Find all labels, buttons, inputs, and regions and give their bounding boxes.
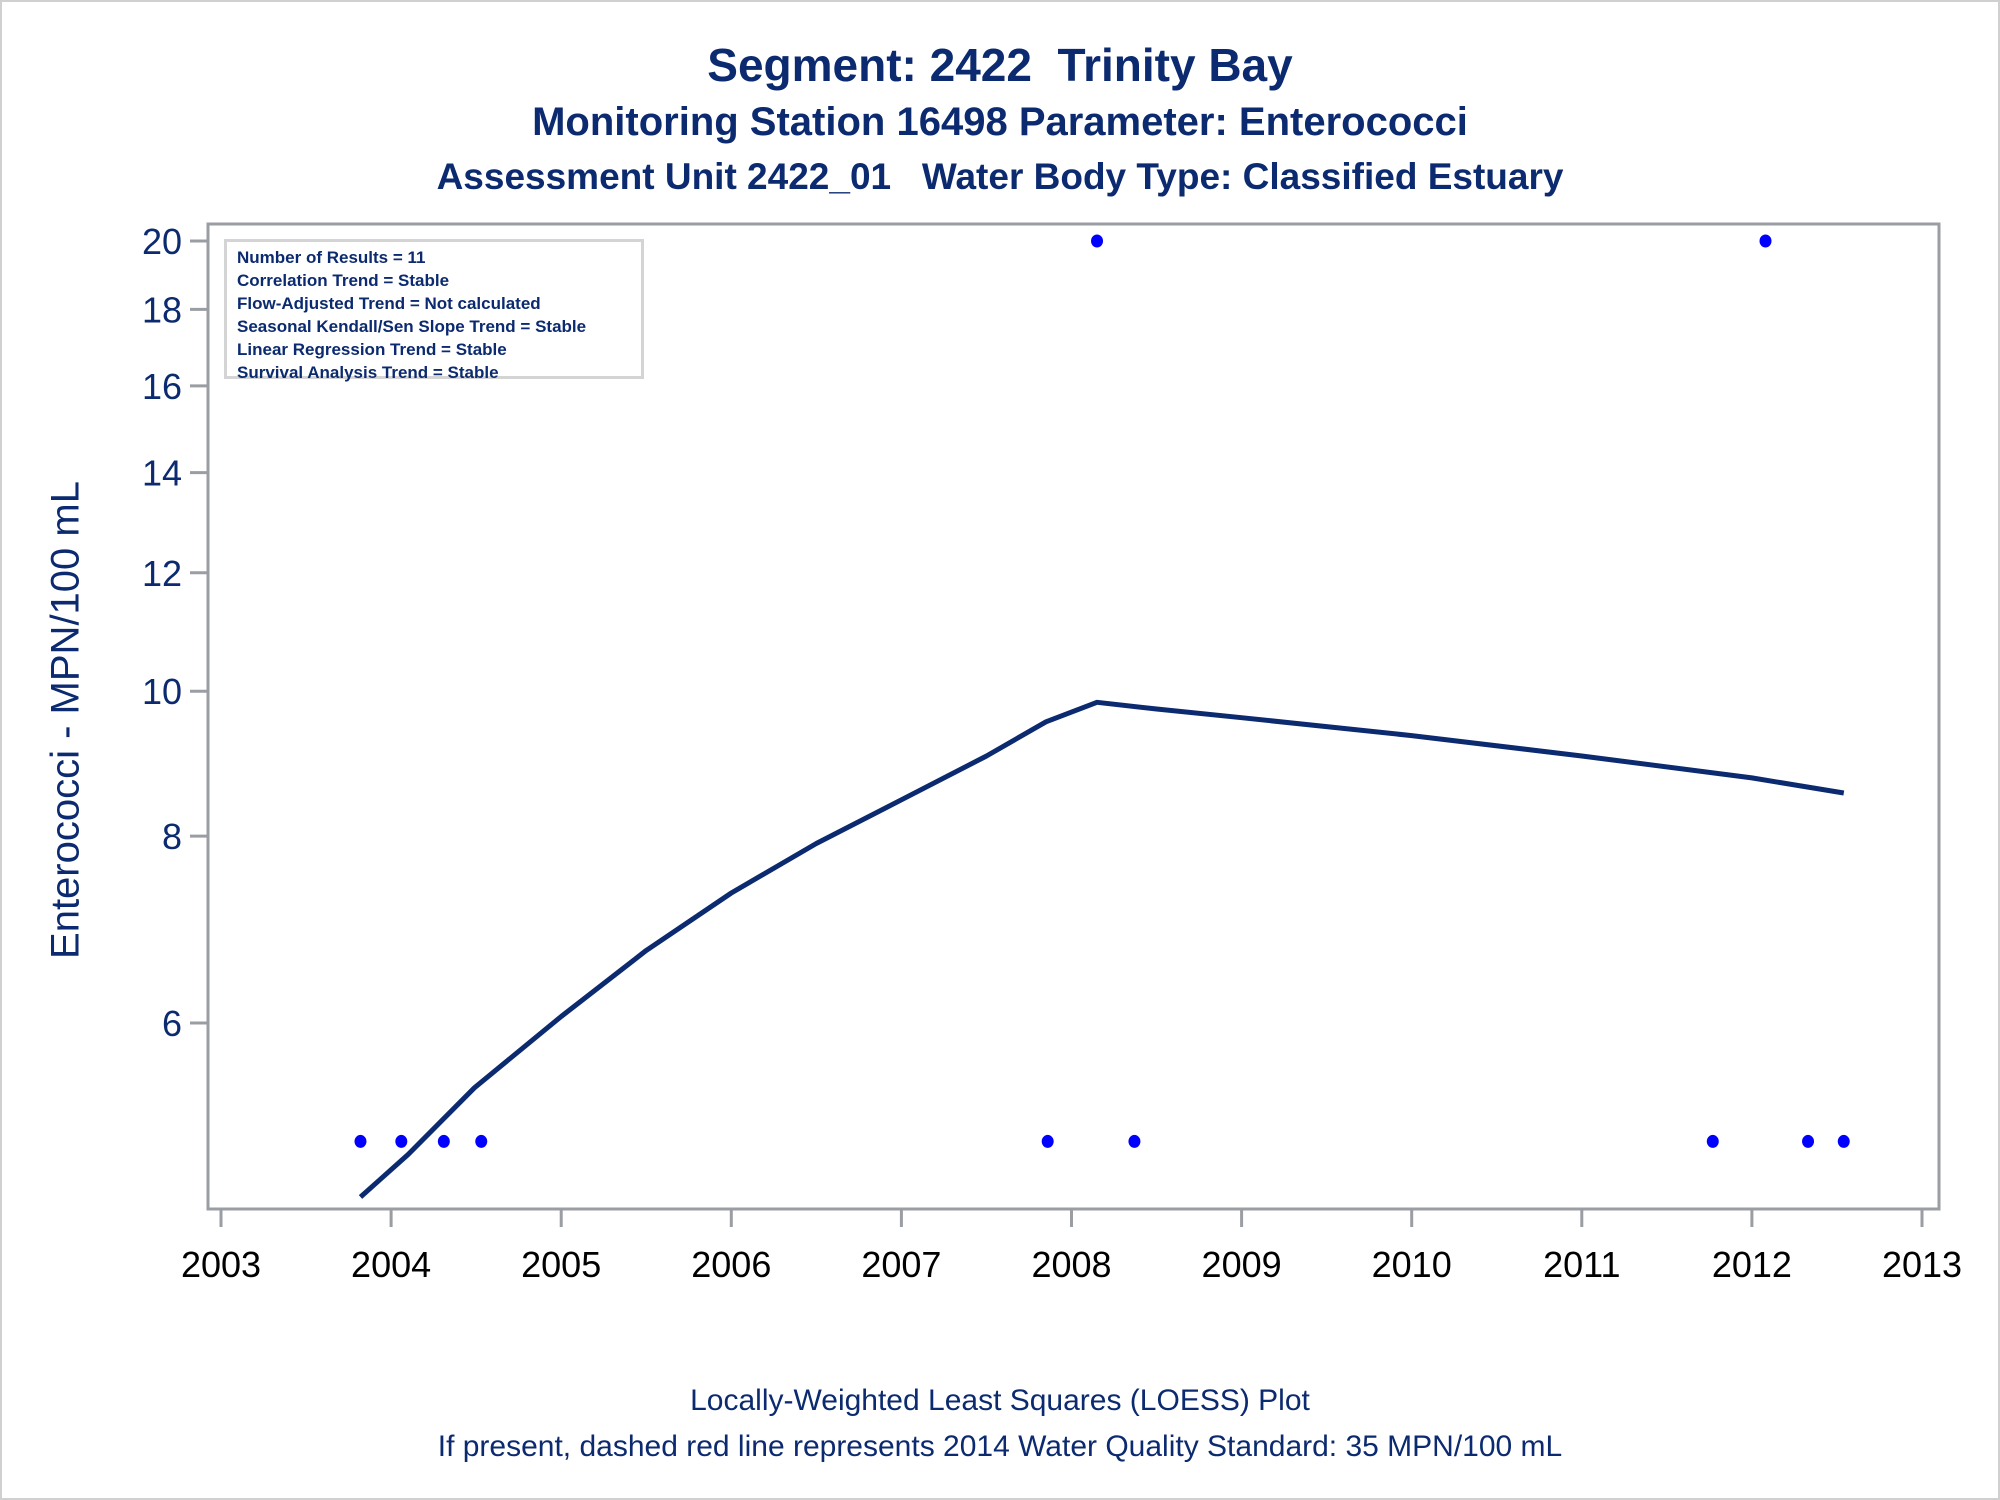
data-point [1837,1134,1850,1148]
x-tick-label: 2003 [181,1244,261,1285]
legend-line-seasonal-kendall: Seasonal Kendall/Sen Slope Trend = Stabl… [237,317,587,336]
y-tick-label: 20 [142,221,182,262]
chart-subtitle-station: Monitoring Station 16498 Parameter: Ente… [532,100,1468,144]
data-point [354,1134,367,1148]
x-tick-label: 2009 [1202,1244,1282,1285]
data-point [1759,234,1772,248]
legend-line-linear-regression: Linear Regression Trend = Stable [237,340,507,359]
trend-summary-box: Number of Results = 11 Correlation Trend… [224,239,644,382]
y-tick-label: 16 [142,366,182,407]
data-point [1706,1134,1719,1148]
data-point [437,1134,450,1148]
y-tick-label: 10 [142,671,182,712]
footnote-loess: Locally-Weighted Least Squares (LOESS) P… [690,1384,1310,1417]
chart-subtitle-assessment: Assessment Unit 2422_01 Water Body Type:… [436,156,1564,197]
data-point [1128,1134,1141,1148]
y-axis: 6 8 10 12 14 16 18 20 [142,221,208,1044]
plot-frame [206,222,1941,1211]
x-axis: 2003 2004 2005 2006 2007 2008 2009 2010 2011 2012… [181,1209,1962,1285]
x-tick-label: 2013 [1882,1244,1962,1285]
x-tick-label: 2005 [521,1244,601,1285]
x-tick-label: 2011 [1543,1244,1620,1285]
x-tick-label: 2004 [351,1244,431,1285]
data-point [395,1134,408,1148]
legend-line-results: Number of Results = 11 [237,248,426,267]
x-tick-label: 2006 [691,1244,771,1285]
x-tick-label: 2007 [861,1244,941,1285]
y-tick-label: 8 [162,816,182,857]
legend-line-correlation: Correlation Trend = Stable [237,271,450,290]
data-point [1041,1134,1054,1148]
y-tick-label: 18 [142,289,182,330]
data-point [475,1134,488,1148]
plot-series [354,234,1850,1199]
chart-title: Segment: 2422 Trinity Bay [707,39,1293,91]
data-point [1091,234,1104,248]
x-tick-label: 2012 [1712,1244,1792,1285]
y-tick-label: 6 [162,1003,182,1044]
legend-line-flow-adjusted: Flow-Adjusted Trend = Not calculated [237,294,541,313]
y-tick-label: 14 [142,453,182,494]
x-tick-label: 2010 [1372,1244,1452,1285]
loess-line [358,699,1845,1199]
data-point [1802,1134,1815,1148]
x-tick-label: 2008 [1031,1244,1111,1285]
footnote-standard: If present, dashed red line represents 2… [437,1430,1563,1463]
y-tick-label: 12 [142,553,182,594]
legend-line-survival-analysis: Survival Analysis Trend = Stable [237,363,499,382]
